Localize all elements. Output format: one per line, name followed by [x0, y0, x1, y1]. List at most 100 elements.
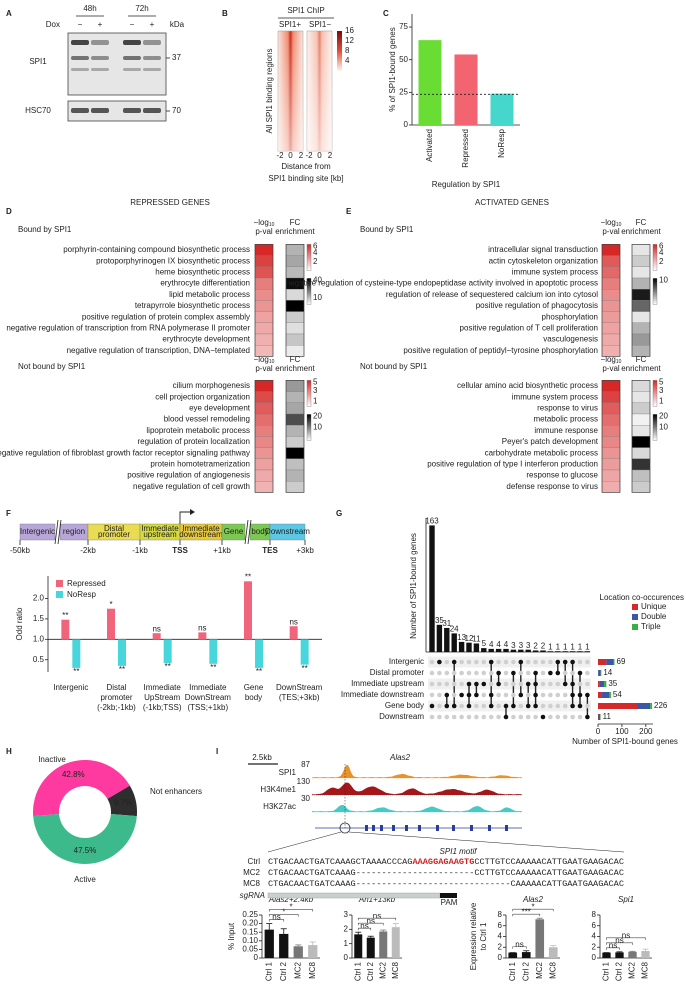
pval-cell — [254, 402, 274, 415]
member-dot — [548, 670, 553, 676]
go-term: negative regulation of transcription fro… — [6, 324, 250, 333]
pval-cell — [601, 380, 621, 392]
empty-dot — [481, 659, 487, 665]
x-tick-label: Ctrl 2 — [279, 961, 288, 981]
track-label: SPI1 — [279, 768, 297, 777]
bar — [279, 933, 289, 958]
sequence: CTGACAACTGATCAAAG-----------------------… — [268, 869, 624, 878]
set-label: Gene body — [385, 701, 424, 710]
y-tick-label: 0.25 — [242, 910, 258, 919]
bar — [354, 934, 363, 958]
significance-label: ** — [210, 663, 216, 672]
legend-label: NoResp — [67, 590, 96, 599]
member-dot — [577, 692, 583, 698]
empty-dot — [451, 670, 457, 676]
pval-cell — [254, 413, 274, 426]
set-total-label: 14 — [603, 668, 612, 677]
set-label: Immediate downstream — [341, 690, 424, 699]
pval-cell — [601, 425, 621, 437]
intersection-bar — [488, 648, 494, 652]
matrix-stripe — [428, 678, 591, 690]
significance-label: *** — [522, 907, 531, 916]
empty-dot — [585, 681, 590, 687]
intersection-bar — [510, 649, 517, 652]
go-term: regulation of protein localization — [137, 437, 250, 446]
track-label: H3K4me1 — [260, 785, 296, 794]
panel-label: C — [383, 9, 389, 18]
empty-dot — [474, 703, 479, 709]
fc-colorbar — [652, 278, 658, 305]
go-term: erythrocyte development — [162, 335, 250, 344]
x-tick-label: Ctrl 1 — [353, 961, 362, 981]
empty-dot — [525, 670, 531, 676]
member-dot — [570, 692, 575, 698]
significance-label: ** — [245, 572, 251, 581]
colorbar-tick-label: 10 — [313, 423, 322, 432]
segment-label: Intergenic — [20, 527, 55, 536]
matrix-stripe — [428, 656, 591, 668]
x-tick-label: Repressed — [461, 129, 470, 168]
y-tick-label: 2 — [592, 942, 597, 951]
empty-dot — [496, 692, 501, 698]
go-term: tetrapyrrole biosynthetic process — [135, 301, 250, 310]
matrix-stripe — [428, 689, 591, 701]
empty-dot — [451, 692, 457, 698]
member-dot — [466, 703, 472, 709]
section-title: REPRESSED GENES — [130, 198, 210, 207]
bar — [615, 952, 624, 958]
go-term: positive regulation of type I interferon… — [427, 460, 598, 469]
go-term: vasculogenesis — [543, 335, 598, 344]
lane-label: + — [98, 20, 103, 29]
segment-label: promoter — [98, 530, 130, 539]
legend-swatch — [632, 604, 638, 610]
empty-dot — [437, 714, 442, 720]
x-tick-label: MC8 — [641, 961, 650, 978]
empty-dot — [474, 714, 479, 720]
exon — [488, 825, 491, 831]
group-title: Bound by SPI1 — [18, 225, 72, 234]
x-tick-label: promoter — [100, 693, 132, 702]
go-term: negative regulation of cell growth — [133, 482, 250, 491]
exon — [392, 825, 395, 831]
pval-header-part: −log — [254, 355, 269, 364]
track-max-label: 87 — [301, 760, 310, 769]
heat-frame — [631, 380, 651, 493]
band — [71, 68, 89, 71]
empty-dot — [511, 714, 516, 720]
empty-dot — [577, 659, 583, 665]
set-label: Immediate upstream — [351, 679, 424, 688]
member-dot — [577, 670, 583, 676]
pval-header: −log10 — [254, 355, 275, 365]
intersection-bar — [503, 648, 509, 652]
significance-label: ns — [622, 931, 630, 940]
pval-cell — [254, 266, 274, 279]
sgrna-label: sgRNA — [240, 891, 265, 900]
heatmap-column: SPI1+ — [279, 20, 301, 29]
sequence-part: CTGACAACTGATCAAAG-----------------------… — [268, 869, 624, 878]
y-tick-label: 4 — [592, 932, 597, 941]
member-dot — [503, 714, 509, 720]
sequence: CTGACAACTGATCAAAG-----------------------… — [268, 880, 624, 889]
slice-label: Inactive — [38, 755, 66, 764]
position-label: TSS — [172, 546, 188, 555]
legend-swatch — [56, 580, 63, 587]
fc-cell — [631, 391, 651, 403]
x-tick-label: Ctrl 2 — [521, 961, 530, 981]
member-dot — [496, 681, 501, 687]
legend-label: Triple — [641, 622, 661, 631]
set-size-segment — [606, 659, 614, 665]
x-tick-label: Ctrl 1 — [264, 961, 273, 981]
matrix-stripe — [428, 700, 591, 712]
zoom-line — [267, 831, 342, 853]
set-total-label: 226 — [654, 701, 668, 710]
x-tick-label: 2 — [328, 151, 333, 160]
timepoint: 48h — [83, 4, 96, 13]
segment-label: Immediate — [141, 524, 179, 533]
go-term: eye development — [189, 404, 251, 413]
intersection-bar — [436, 624, 443, 652]
zoom-line — [348, 831, 625, 853]
x-tick-label: (TES;+3kb) — [279, 693, 320, 702]
pval-colorbar — [652, 244, 658, 271]
heat-frame — [631, 244, 651, 357]
pval-cell — [254, 391, 274, 403]
